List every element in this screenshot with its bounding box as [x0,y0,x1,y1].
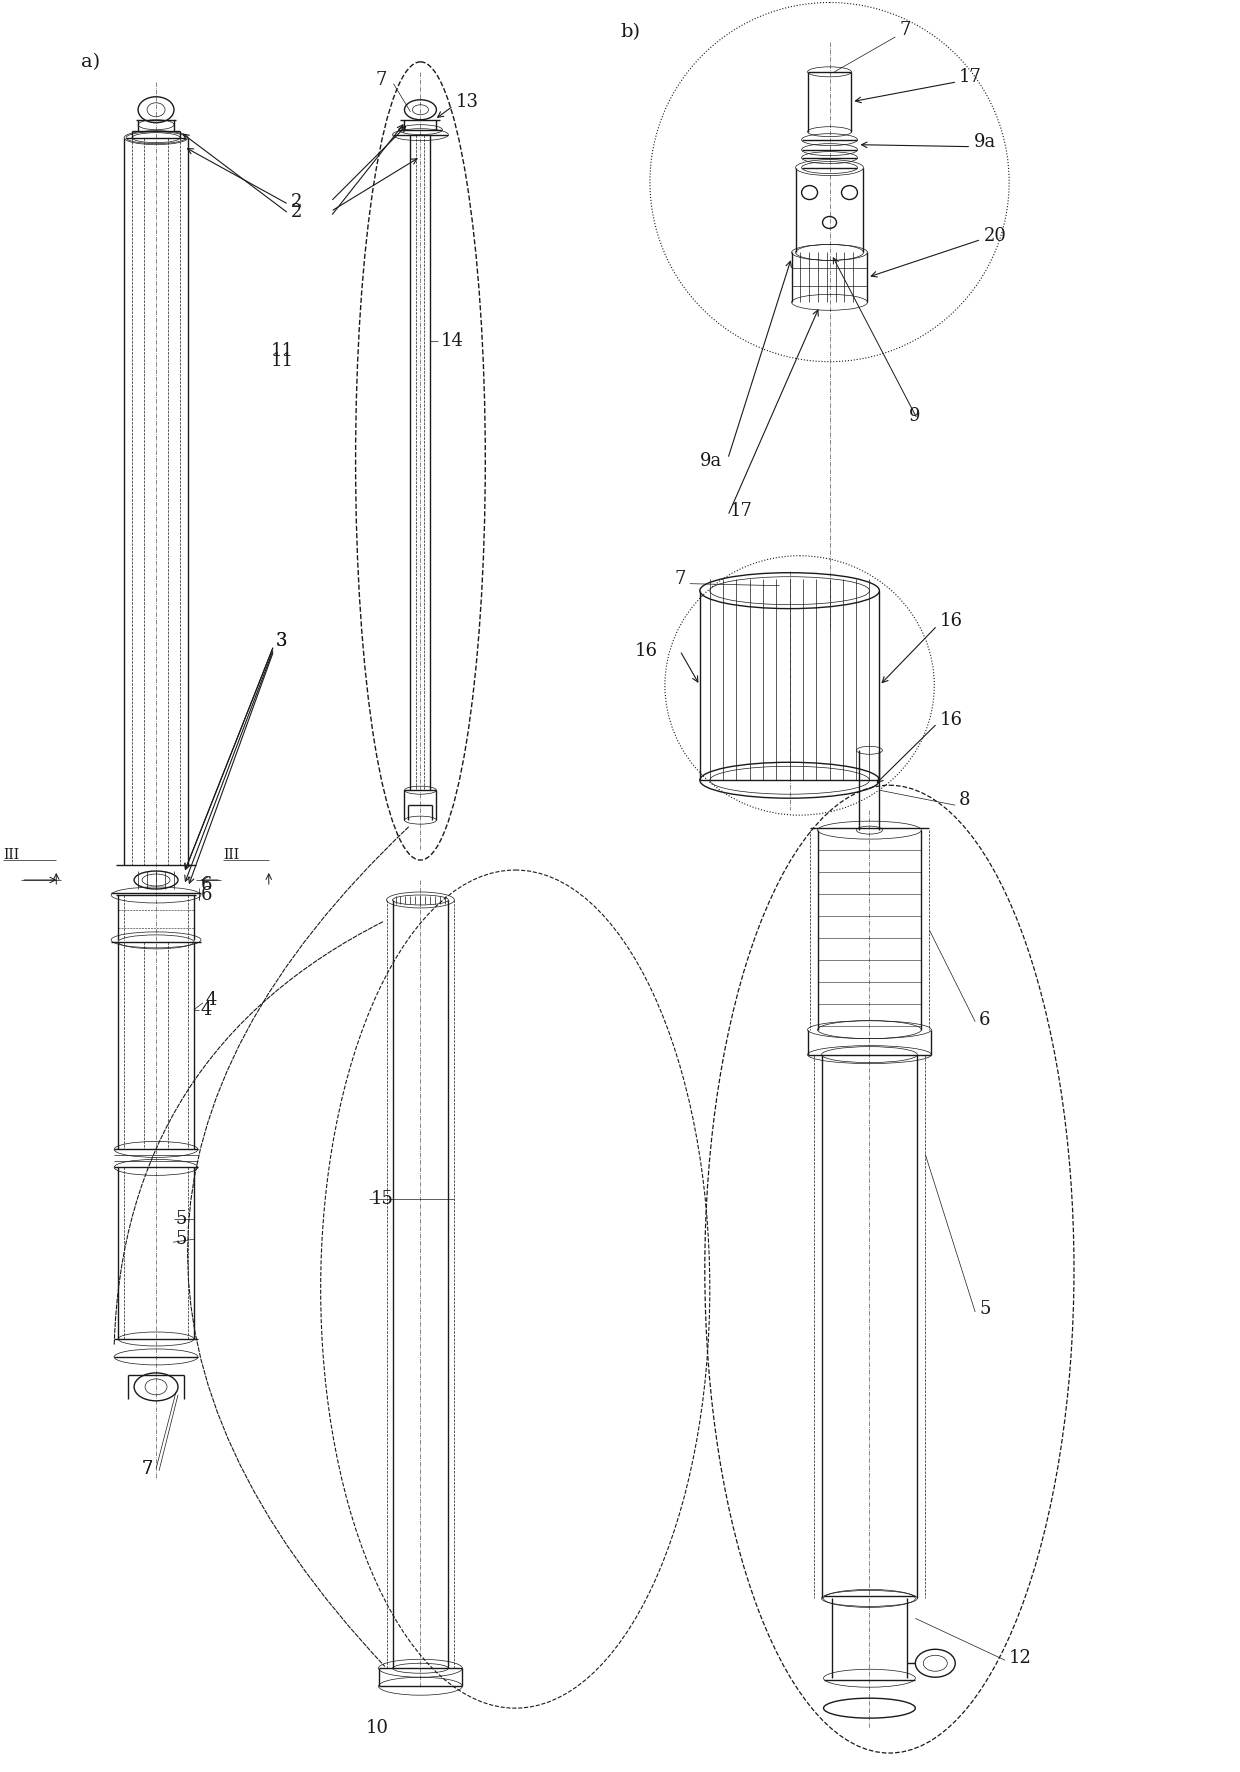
Text: 9: 9 [909,408,921,425]
Text: 7: 7 [141,1460,153,1478]
Text: 16: 16 [939,611,962,629]
Text: 7: 7 [376,71,387,89]
Text: 20: 20 [985,227,1007,246]
Text: a): a) [81,53,100,71]
Text: III: III [223,849,239,861]
Text: 8: 8 [960,790,971,810]
Text: 3: 3 [275,631,288,650]
Text: 6: 6 [201,886,212,904]
Text: b): b) [620,23,640,41]
Text: 6: 6 [980,1010,991,1030]
Text: 9a: 9a [975,133,997,151]
Text: 14: 14 [440,331,464,351]
Text: 12: 12 [1009,1650,1032,1667]
Text: 13: 13 [455,92,479,112]
Text: 6: 6 [201,875,212,895]
Text: 5: 5 [176,1230,187,1247]
Text: 9a: 9a [699,452,722,470]
Text: 2: 2 [290,193,303,211]
Text: 7: 7 [675,569,686,588]
Text: 5: 5 [176,1210,187,1228]
Text: 2: 2 [290,202,303,220]
Text: 4: 4 [201,1001,212,1019]
Text: 17: 17 [960,67,982,85]
Text: III: III [4,849,20,861]
Text: 7: 7 [141,1460,153,1478]
Text: 17: 17 [730,501,753,519]
Text: 10: 10 [366,1719,388,1737]
Text: 7: 7 [899,21,910,39]
Text: 11: 11 [270,342,294,360]
Text: 3: 3 [275,631,288,650]
Text: 16: 16 [939,711,962,730]
Text: 15: 15 [371,1191,393,1209]
Text: 16: 16 [635,641,658,659]
Text: 11: 11 [270,353,294,370]
Text: 4: 4 [206,991,217,1008]
Text: 5: 5 [980,1301,991,1318]
